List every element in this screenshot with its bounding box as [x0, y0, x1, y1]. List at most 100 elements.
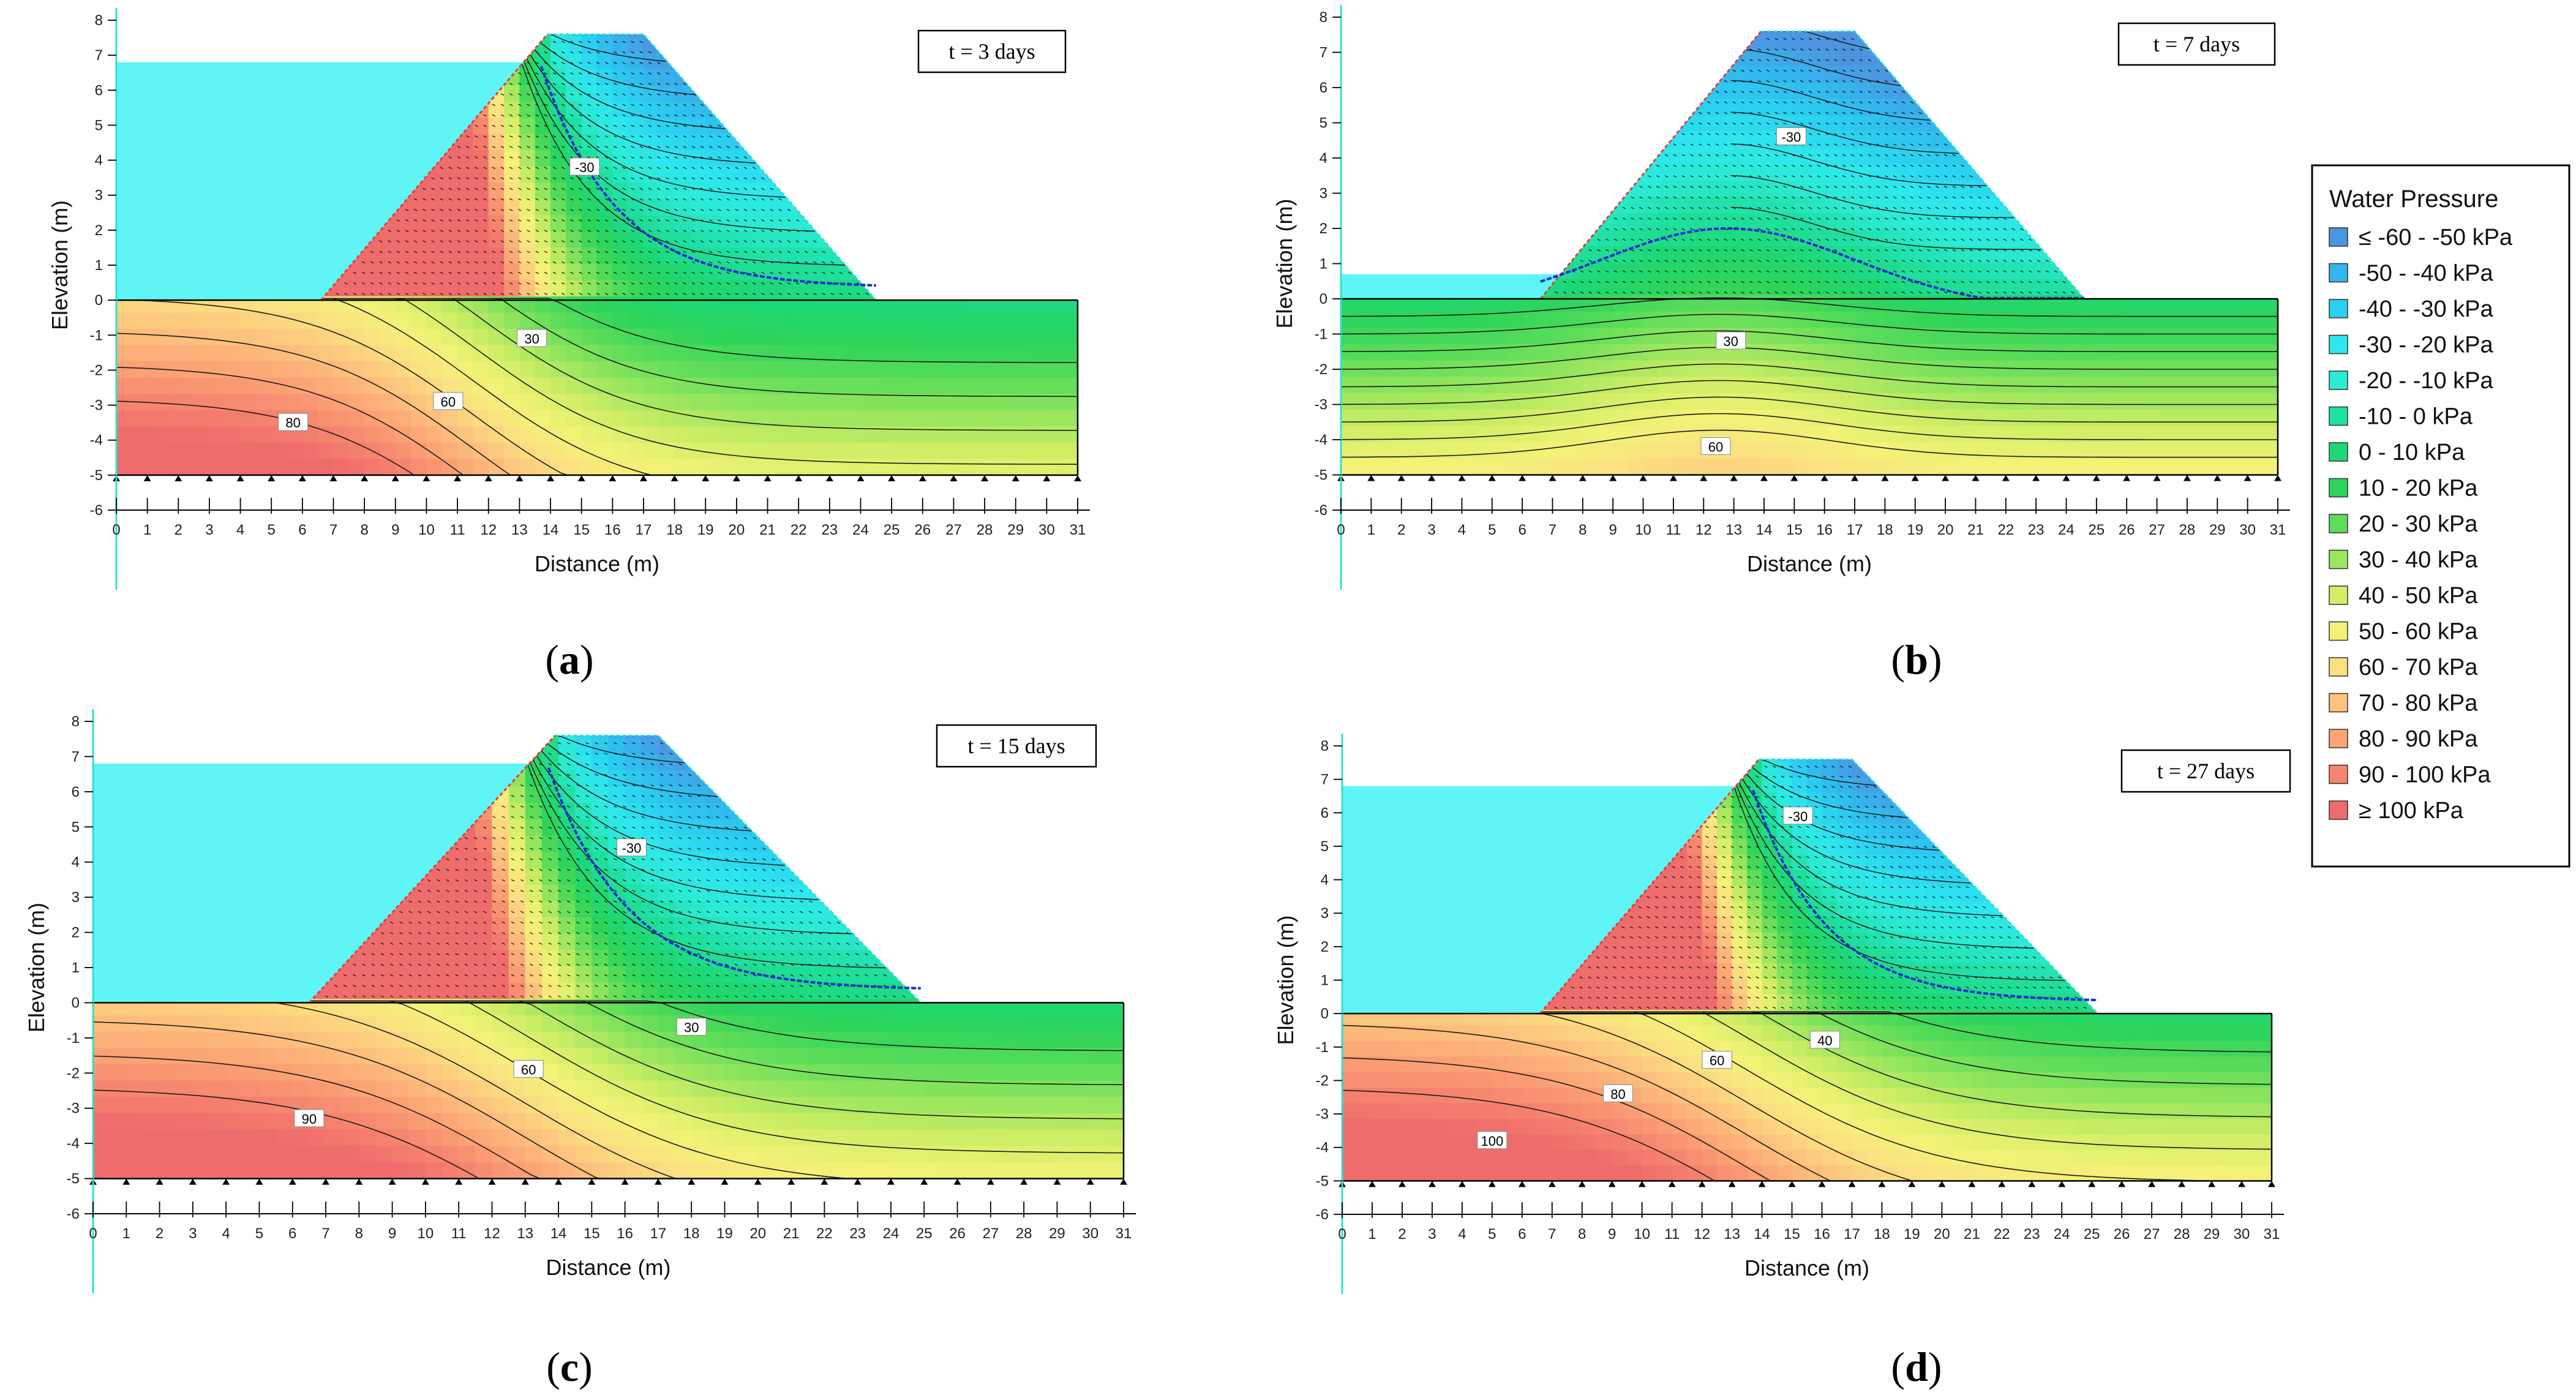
- reservoir: [116, 62, 524, 301]
- downstream-face: [1761, 30, 2086, 299]
- panel-caption: (a): [545, 636, 593, 683]
- x-tick-label: 5: [255, 1225, 263, 1242]
- boundary-marker: [156, 1178, 163, 1185]
- boundary-marker: [1120, 1178, 1127, 1185]
- y-tick-label: 0: [72, 995, 80, 1011]
- boundary-marker: [621, 1178, 629, 1185]
- x-tick-label: 0: [112, 522, 120, 538]
- x-tick-label: 30: [1082, 1225, 1098, 1242]
- x-tick-label: 7: [329, 522, 337, 538]
- x-tick-label: 19: [697, 522, 714, 538]
- boundary-marker: [2118, 1181, 2126, 1187]
- time-label: t = 27 days: [2157, 759, 2255, 783]
- boundary-marker: [189, 1178, 197, 1185]
- boundary-marker: [236, 475, 244, 481]
- legend-swatch: [2329, 370, 2348, 390]
- x-tick-label: 1: [1368, 1226, 1376, 1243]
- x-tick-label: 5: [268, 522, 276, 538]
- x-tick-label: 24: [883, 1225, 899, 1242]
- x-tick-label: 22: [1994, 1226, 2010, 1243]
- y-tick-label: -1: [1315, 326, 1327, 343]
- boundary-marker: [1579, 475, 1587, 481]
- boundary-marker: [950, 475, 958, 481]
- x-tick-label: 25: [884, 522, 900, 538]
- boundary-marker: [588, 1178, 596, 1185]
- x-tick-label: 7: [1548, 1226, 1556, 1243]
- panel-caption: (d): [1891, 1344, 1942, 1390]
- x-tick-label: 16: [1816, 522, 1833, 538]
- x-axis-title: Distance (m): [546, 1255, 670, 1280]
- legend-item-label: ≥ 100 kPa: [2359, 798, 2464, 824]
- x-tick-label: 6: [1518, 522, 1526, 538]
- y-tick-label: 3: [72, 889, 80, 906]
- boundary-marker: [825, 475, 833, 481]
- x-tick-label: 6: [298, 522, 306, 538]
- contour-label: -30: [1788, 809, 1808, 824]
- y-tick-label: 6: [72, 784, 80, 800]
- upstream-face: [308, 734, 556, 1004]
- x-tick-label: 8: [355, 1225, 363, 1242]
- y-tick-label: 6: [95, 82, 103, 99]
- boundary-marker: [1043, 475, 1051, 481]
- boundary-marker: [521, 1178, 529, 1185]
- x-tick-label: 20: [1937, 522, 1954, 538]
- legend-item-label: 40 - 50 kPa: [2359, 583, 2478, 609]
- boundary-marker: [2268, 1181, 2275, 1187]
- boundary-marker: [2214, 475, 2221, 481]
- boundary-marker: [2208, 1181, 2216, 1187]
- x-tick-label: 1: [143, 522, 151, 538]
- y-tick-label: 1: [1321, 972, 1329, 989]
- boundary-marker: [2148, 1181, 2156, 1187]
- boundary-marker: [953, 1178, 961, 1185]
- x-tick-label: 0: [1337, 522, 1345, 538]
- legend-swatch: [2329, 657, 2348, 677]
- x-tick-label: 28: [1016, 1225, 1032, 1242]
- x-tick-label: 17: [1844, 1226, 1860, 1243]
- x-tick-label: 18: [1874, 1226, 1890, 1243]
- y-axis-title: Elevation (m): [1273, 915, 1298, 1045]
- x-tick-label: 16: [617, 1225, 633, 1242]
- boundary-marker: [920, 1178, 928, 1185]
- y-tick-label: -3: [67, 1100, 80, 1117]
- boundary-marker: [355, 1178, 363, 1185]
- boundary-marker: [391, 475, 399, 481]
- boundary-marker: [2032, 475, 2040, 481]
- x-tick-label: 2: [1398, 1226, 1406, 1243]
- legend-item-label: 70 - 80 kPa: [2359, 691, 2478, 716]
- boundary-marker: [1488, 475, 1496, 481]
- x-tick-label: 10: [1634, 1226, 1650, 1243]
- y-tick-label: 1: [1320, 256, 1327, 273]
- boundary-marker: [2244, 475, 2251, 481]
- panels: 0 1 2 3 4 5 6 7 8 9 10 11 12 13 14 15 16 17 18 19 20 21 22 23 24…: [24, 5, 2291, 1390]
- y-tick-label: -1: [67, 1030, 80, 1047]
- x-tick-label: 28: [977, 522, 993, 538]
- boundary-marker: [1728, 1181, 1736, 1187]
- legend-item-label: -40 - -30 kPa: [2359, 296, 2494, 322]
- x-tick-label: 30: [2239, 522, 2256, 538]
- boundary-marker: [2183, 475, 2191, 481]
- y-tick-label: 0: [95, 292, 103, 309]
- boundary-marker: [1998, 1181, 2006, 1187]
- x-tick-label: 14: [1756, 522, 1773, 538]
- reservoir: [93, 763, 530, 1003]
- boundary-marker: [388, 1178, 396, 1185]
- x-tick-label: 1: [122, 1225, 130, 1242]
- x-tick-label: 3: [1427, 522, 1435, 538]
- x-tick-label: 8: [1579, 522, 1587, 538]
- x-tick-label: 27: [982, 1225, 999, 1242]
- boundary-marker: [754, 1178, 762, 1185]
- legend-item-label: -20 - -10 kPa: [2359, 368, 2494, 394]
- boundary-marker: [1668, 1181, 1676, 1187]
- boundary-marker: [854, 1178, 862, 1185]
- contour-label: -30: [575, 160, 595, 175]
- chart-panel-b: 0 1 2 3 4 5 6 7 8 9 10 11 12 13 14 15 16 17 18 19 20 21 22 23 24…: [1272, 5, 2290, 683]
- boundary-marker: [721, 1178, 729, 1185]
- x-tick-label: 21: [1967, 522, 1984, 538]
- x-tick-label: 6: [1518, 1226, 1526, 1243]
- pressure-field: [1341, 31, 2278, 475]
- boundary-marker: [422, 475, 430, 481]
- time-box: [2117, 22, 2276, 66]
- contour-label: -30: [1781, 130, 1801, 145]
- x-tick-label: 25: [2084, 1226, 2100, 1243]
- reservoir: [1341, 274, 1561, 299]
